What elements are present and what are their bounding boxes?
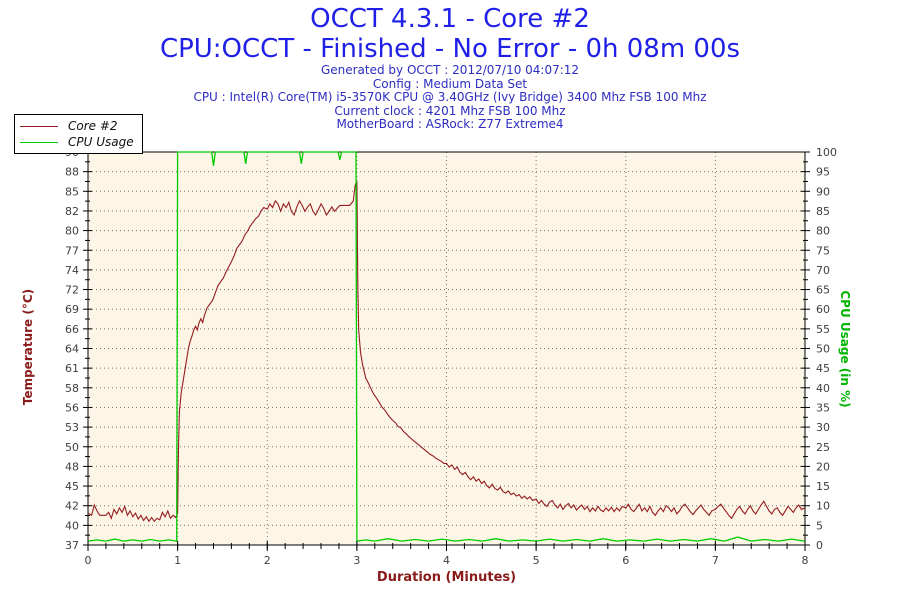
y-left-tick-label: 69 <box>65 303 79 316</box>
y-right-tick-label: 20 <box>816 460 830 473</box>
y-left-tick-label: 48 <box>65 460 79 473</box>
x-tick-label: 3 <box>353 554 360 567</box>
series-line-cpu-usage <box>87 151 806 542</box>
y-left-tick-label: 37 <box>65 539 79 552</box>
x-tick-label: 1 <box>174 554 181 567</box>
info-motherboard: MotherBoard : ASRock: Z77 Extreme4 <box>336 117 564 131</box>
y-right-tick-label: 60 <box>816 303 830 316</box>
y-right-tick-label: 15 <box>816 480 830 493</box>
info-cpu: CPU : Intel(R) Core(TM) i5-3570K CPU @ 3… <box>193 90 707 104</box>
legend-item-cpu-usage: CPU Usage <box>20 134 134 150</box>
info-generated-by: Generated by OCCT : 2012/07/10 04:07:12 <box>320 63 580 77</box>
series-line-core-2 <box>87 181 806 523</box>
x-tick-label: 2 <box>264 554 271 567</box>
y-left-tick-label: 56 <box>65 401 79 414</box>
y-right-tick-label: 0 <box>816 539 823 552</box>
legend-label-core2: Core #2 <box>68 119 118 133</box>
info-current-clock: Current clock : 4201 Mhz FSB 100 Mhz <box>334 103 566 118</box>
y-left-tick-label: 58 <box>65 382 79 395</box>
y-left-tick-label: 88 <box>65 166 79 179</box>
y-left-tick-label: 72 <box>65 284 79 297</box>
y-right-tick-label: 75 <box>816 244 830 257</box>
y-right-tick-label: 50 <box>816 343 830 356</box>
x-tick-label: 8 <box>802 554 809 567</box>
y-right-tick-label: 35 <box>816 401 830 414</box>
y-right-tick-label: 70 <box>816 264 830 277</box>
y-left-tick-label: 53 <box>65 421 79 434</box>
y-right-tick-label: 45 <box>816 362 830 375</box>
y-left-tick-label: 42 <box>65 500 79 513</box>
y-left-tick-label: 64 <box>65 343 79 356</box>
x-axis-title-duration: Duration (Minutes) <box>376 570 517 585</box>
legend-item-core2: Core #2 <box>20 118 134 134</box>
y-left-tick-label: 77 <box>65 244 79 257</box>
y-left-tick-label: 50 <box>65 441 79 454</box>
y-left-tick-label: 66 <box>65 323 79 336</box>
y-left-tick-label: 45 <box>65 480 79 493</box>
chart-legend: Core #2 CPU Usage <box>14 114 143 154</box>
y-right-tick-label: 5 <box>816 519 823 532</box>
report-header: OCCT 4.3.1 - Core #2 CPU:OCCT - Finished… <box>0 4 900 132</box>
info-config: Config : Medium Data Set <box>372 76 528 91</box>
x-tick-label: 7 <box>712 554 719 567</box>
y-right-tick-label: 65 <box>816 284 830 297</box>
x-tick-label: 0 <box>85 554 92 567</box>
x-tick-label: 4 <box>443 554 450 567</box>
x-tick-label: 6 <box>622 554 629 567</box>
y-left-tick-label: 40 <box>65 519 79 532</box>
y-right-tick-label: 25 <box>816 441 830 454</box>
y-right-tick-label: 30 <box>816 421 830 434</box>
y-left-tick-label: 74 <box>65 264 79 277</box>
report-title-line1: OCCT 4.3.1 - Core #2 <box>310 4 590 34</box>
y-left-tick-label: 80 <box>65 225 79 238</box>
y-left-tick-label: 85 <box>65 185 79 198</box>
report-title-line2: CPU:OCCT - Finished - No Error - 0h 08m … <box>159 34 741 64</box>
y-right-tick-label: 100 <box>816 146 837 159</box>
y-right-tick-label: 40 <box>816 382 830 395</box>
y-left-tick-label: 61 <box>65 362 79 375</box>
y-right-tick-label: 85 <box>816 205 830 218</box>
y-right-tick-label: 95 <box>816 166 830 179</box>
core2-line-swatch <box>20 125 58 127</box>
x-tick-label: 5 <box>533 554 540 567</box>
y-right-tick-label: 90 <box>816 185 830 198</box>
y-right-tick-label: 55 <box>816 323 830 336</box>
y-left-tick-label: 82 <box>65 205 79 218</box>
y-right-tick-label: 10 <box>816 500 830 513</box>
cpu-usage-line-swatch <box>20 141 58 143</box>
y-right-tick-label: 80 <box>816 225 830 238</box>
legend-label-cpu-usage: CPU Usage <box>68 135 134 149</box>
